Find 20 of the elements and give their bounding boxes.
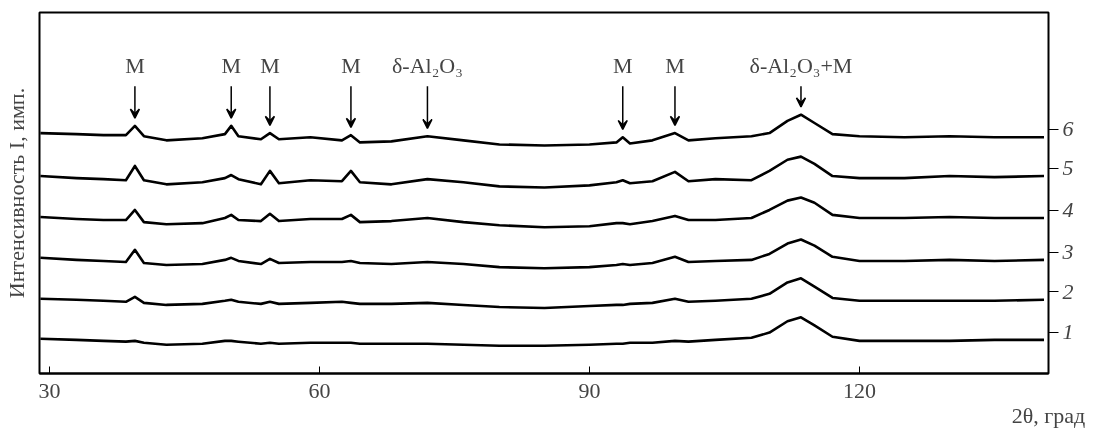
y-axis-title: Интенсивность I, имп. [3,87,29,299]
x-tick-label: 30 [38,377,61,403]
annotation: M [125,53,145,79]
x-axis-title: 2θ, град [1011,402,1086,428]
legend-label: 6 [1062,116,1074,142]
annotation: M [260,53,280,79]
legend-label: 4 [1062,197,1074,223]
annotation: M [665,53,685,79]
annotation: M [612,53,633,79]
annotation: M [341,53,361,79]
legend-label: 1 [1062,319,1074,345]
x-tick-label: 120 [842,377,876,403]
legend-label: 3 [1061,239,1074,265]
legend-label: 5 [1062,155,1074,181]
legend-label: 2 [1062,278,1074,304]
annotation: δ-Al₂O₃ [391,53,463,79]
x-tick-label: 60 [308,377,331,403]
annotation: M [221,53,241,79]
annotation: δ-Al₂O₃+M [749,53,853,79]
x-tick-label: 90 [578,377,601,403]
